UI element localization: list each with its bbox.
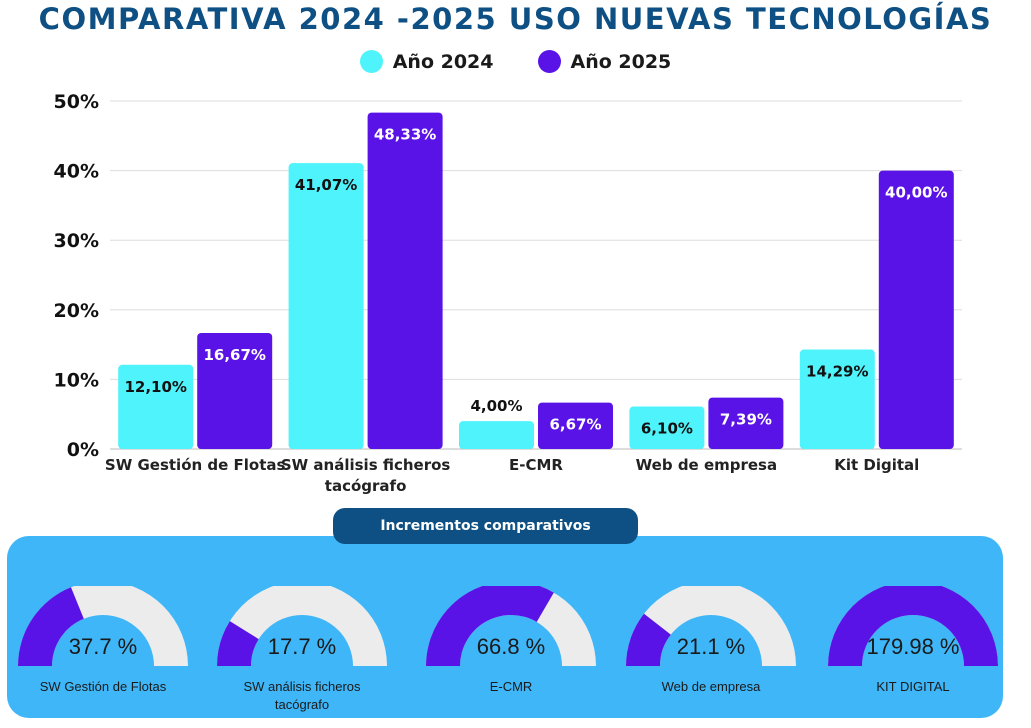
gauge-fill <box>217 621 259 666</box>
gauge-track <box>217 586 387 666</box>
gauge-value: 66.8 % <box>476 634 546 659</box>
bar-data-label: 4,00% <box>470 397 522 415</box>
gauge-value: 17.7 % <box>267 634 337 659</box>
x-category-label: Kit Digital <box>834 456 919 474</box>
bar-chart: 0% 10% 20% 30% 40% 50% 12,10% 16,67% SW Gestión … <box>54 91 962 495</box>
bar-2025 <box>708 397 784 449</box>
gauge-label: SW Gestión de Flotas <box>39 679 167 694</box>
gauge-value: 179.98 % <box>866 634 960 659</box>
gauge-value: 37.7 % <box>68 634 138 659</box>
gauge-value: 21.1 % <box>676 634 746 659</box>
y-tick-label: 50% <box>54 91 99 113</box>
y-tick-label: 30% <box>54 230 99 252</box>
gauge-label: E-CMR <box>489 679 533 694</box>
increment-gauge: 66.8 % E-CMR <box>411 586 611 716</box>
increment-gauge: 17.7 % SW análisis ficheros tacógrafo <box>202 586 402 716</box>
bar-2024 <box>118 364 194 449</box>
gauge-arc <box>426 586 596 666</box>
x-category-label: Web de empresa <box>636 456 777 474</box>
legend-swatch-2025 <box>537 50 561 73</box>
page-title: COMPARATIVA 2024 -2025 USO NUEVAS TECNOL… <box>38 2 993 36</box>
chart-legend: Año 2024 Año 2025 <box>0 50 1031 73</box>
gauge-arc <box>828 586 998 666</box>
y-tick-label: 20% <box>54 300 99 322</box>
increment-gauge: 179.98 % KIT DIGITAL <box>813 586 1013 716</box>
increment-gauge: 21.1 % Web de empresa <box>611 586 811 716</box>
bar-data-label: 40,00% <box>885 184 947 202</box>
bar-2025 <box>197 332 273 449</box>
gauge-fill <box>626 613 671 666</box>
gauge-fill <box>828 586 998 666</box>
gauge-fill <box>18 587 84 666</box>
x-category-label: SW análisis ficheros <box>281 456 451 474</box>
increments-title: Incrementos comparativos <box>333 508 638 544</box>
bar-2024 <box>459 421 534 449</box>
legend-label-2024: Año 2024 <box>392 50 494 73</box>
y-tick-label: 0% <box>67 439 99 461</box>
gauge-arc <box>18 586 188 666</box>
gauge-arc <box>217 586 387 666</box>
x-category-label: tacógrafo <box>325 477 407 495</box>
bar-data-label: 12,10% <box>124 378 186 396</box>
x-category-label: E-CMR <box>509 456 563 474</box>
bar-2025 <box>367 112 443 449</box>
x-category-label: SW Gestión de Flotas <box>105 456 286 474</box>
legend-item-2025: Año 2025 <box>537 50 672 73</box>
gauge-label: SW análisis ficheros tacógrafo <box>243 679 361 712</box>
bar-2025 <box>878 170 954 449</box>
bar-data-label: 6,67% <box>549 416 601 434</box>
bar-data-label: 14,29% <box>806 363 868 381</box>
bar-data-label: 7,39% <box>720 411 772 429</box>
bar-2025 <box>538 402 613 449</box>
bar-data-label: 48,33% <box>374 126 436 144</box>
gauge-arc <box>626 586 796 666</box>
gauge-fill <box>426 586 554 666</box>
bar-data-label: 16,67% <box>203 346 265 364</box>
bar-data-label: 6,10% <box>641 420 693 438</box>
bar-2024 <box>629 406 705 449</box>
gauge-track <box>626 586 796 666</box>
bar-2024 <box>288 163 364 449</box>
legend-swatch-2024 <box>359 50 383 73</box>
bar-data-label: 41,07% <box>295 176 357 194</box>
y-tick-label: 40% <box>54 161 99 183</box>
legend-item-2024: Año 2024 <box>359 50 494 73</box>
gauge-label: Web de empresa <box>661 679 761 694</box>
gauge-label: KIT DIGITAL <box>876 679 950 694</box>
legend-label-2025: Año 2025 <box>570 50 672 73</box>
bar-2024 <box>799 349 875 449</box>
increment-gauge: 37.7 % SW Gestión de Flotas <box>3 586 203 716</box>
y-tick-label: 10% <box>54 369 99 391</box>
increments-panel: 37.7 % SW Gestión de Flotas 17.7 % SW análi… <box>7 536 1003 718</box>
